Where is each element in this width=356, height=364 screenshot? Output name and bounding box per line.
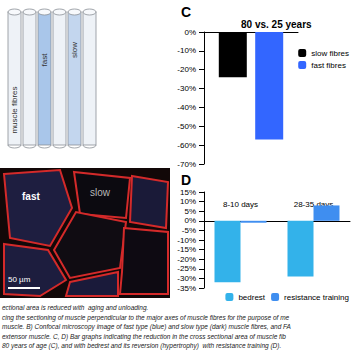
svg-text:0%: 0% — [184, 216, 196, 225]
html-text:extensor muscle. C, D) Bar gra: extensor muscle. C, D) Bar graphs indica… — [2, 332, 286, 340]
svg-text:-30%: -30% — [177, 274, 196, 283]
svg-text:-25%: -25% — [177, 264, 196, 273]
svg-text:15%: 15% — [180, 188, 196, 197]
html-text:80 years of age (C), and with: 80 years of age (C), and with bedrest an… — [2, 342, 282, 350]
svg-text:-60%: -60% — [177, 141, 196, 150]
svg-text:fast: fast — [22, 191, 40, 202]
svg-text:-70%: -70% — [177, 160, 196, 169]
html-text:ectional area is reduced with: ectional area is reduced with aging and … — [2, 304, 149, 311]
svg-text:C: C — [181, 4, 191, 20]
svg-text:fast fibres: fast fibres — [311, 61, 346, 70]
svg-text:resistance training: resistance training — [284, 293, 349, 302]
svg-text:50 µm: 50 µm — [8, 275, 31, 284]
svg-text:10%: 10% — [180, 197, 196, 206]
svg-text:8-10 days: 8-10 days — [223, 200, 258, 209]
svg-text:-30%: -30% — [177, 84, 196, 93]
svg-text:5%: 5% — [184, 207, 196, 216]
svg-text:-50%: -50% — [177, 122, 196, 131]
svg-text:-5%: -5% — [182, 226, 196, 235]
svg-text:fast: fast — [40, 53, 49, 67]
svg-text:80 vs. 25 years: 80 vs. 25 years — [241, 19, 312, 30]
svg-text:-15%: -15% — [177, 245, 196, 254]
html-text:cing the sectioning of muscle: cing the sectioning of muscle perpendicu… — [2, 313, 290, 321]
svg-text:0%: 0% — [184, 28, 196, 37]
svg-text:slow: slow — [70, 42, 79, 58]
svg-text:-20%: -20% — [177, 255, 196, 264]
svg-text:-10%: -10% — [177, 236, 196, 245]
svg-text:D: D — [181, 172, 191, 188]
html-text:muscle. B) Confocal microscopy: muscle. B) Confocal microscopy image of … — [2, 323, 291, 331]
svg-text:-40%: -40% — [177, 103, 196, 112]
svg-text:-20%: -20% — [177, 65, 196, 74]
svg-text:slow: slow — [90, 187, 111, 198]
svg-text:muscle fibres: muscle fibres — [10, 86, 19, 133]
svg-text:slow fibres: slow fibres — [311, 49, 349, 58]
svg-text:28-35 days: 28-35 days — [293, 199, 334, 209]
svg-text:-35%: -35% — [177, 284, 196, 293]
svg-text:-10%: -10% — [177, 46, 196, 55]
svg-text:bedrest: bedrest — [238, 293, 265, 302]
